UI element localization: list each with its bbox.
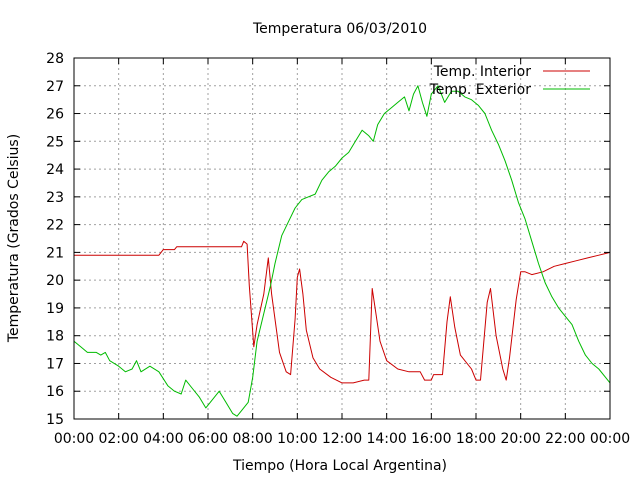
y-tick-label: 21 [46, 245, 64, 261]
series-line-temp-interior [74, 240, 611, 384]
y-tick-label: 28 [46, 51, 64, 67]
x-tick-label: 04:00 [143, 431, 183, 447]
legend: Temp. Interior Temp. Exterior [429, 64, 590, 98]
legend-label-temp-exterior: Temp. Exterior [429, 82, 532, 98]
x-tick-label: 18:00 [456, 431, 496, 447]
y-tick-label: 22 [46, 218, 64, 234]
x-tick-label: 10:00 [277, 431, 317, 447]
y-tick-label: 19 [46, 301, 64, 317]
legend-label-temp-interior: Temp. Interior [433, 64, 532, 80]
y-tick-label: 18 [46, 329, 64, 345]
y-tick-label: 20 [46, 273, 64, 289]
y-tick-label: 17 [46, 356, 64, 372]
x-tick-labels: 00:00 02:00 04:00 06:00 08:00 10:00 12:00 14:00… [54, 431, 630, 447]
series-layer [73, 85, 611, 417]
y-axis-label: Temperatura (Grados Celsius) [6, 134, 22, 343]
x-tick-label: 12:00 [322, 431, 362, 447]
x-tick-label: 22:00 [545, 431, 585, 447]
x-tick-label: 00:00 [54, 431, 94, 447]
y-tick-label: 25 [46, 134, 64, 150]
x-tick-label: 16:00 [411, 431, 451, 447]
series-line-temp-exterior [73, 85, 611, 417]
x-axis-label: Tiempo (Hora Local Argentina) [232, 458, 447, 474]
y-tick-label: 16 [46, 384, 64, 400]
chart-title: Temperatura 06/03/2010 [252, 21, 427, 37]
y-tick-label: 15 [46, 412, 64, 428]
x-tick-label: 00:00 [590, 431, 630, 447]
x-tick-label: 14:00 [366, 431, 406, 447]
y-tick-label: 27 [46, 79, 64, 95]
x-tick-label: 06:00 [188, 431, 228, 447]
x-tick-label: 20:00 [500, 431, 540, 447]
y-tick-label: 24 [46, 162, 64, 178]
x-tick-label: 02:00 [98, 431, 138, 447]
x-tick-label: 08:00 [232, 431, 272, 447]
y-tick-label: 26 [46, 107, 64, 123]
tick-marks [73, 57, 611, 420]
grid-lines [74, 58, 610, 419]
y-tick-label: 23 [46, 190, 64, 206]
y-tick-labels: 15 16 17 18 19 20 21 22 23 24 25 26 27 28 [46, 51, 64, 428]
